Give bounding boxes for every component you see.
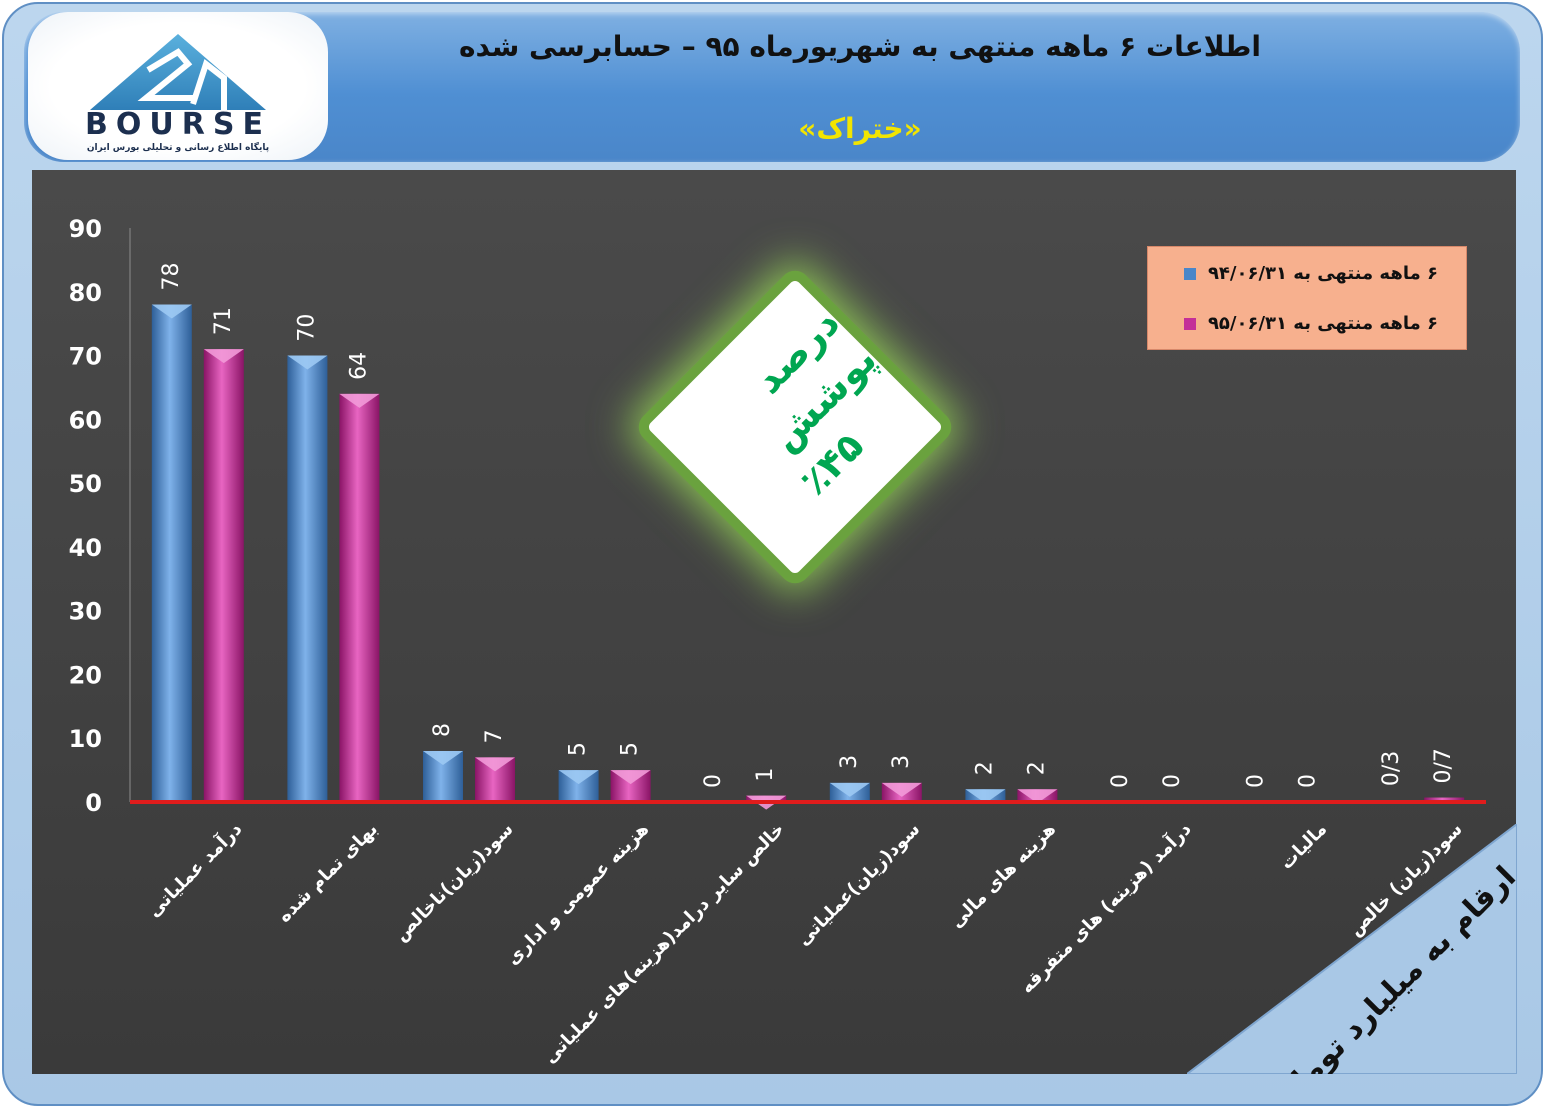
data-label-s2-3: 5: [618, 742, 643, 756]
bar-cap-s2-2: [475, 757, 515, 772]
bar-cap-s1-1: [287, 355, 328, 370]
data-label-s1-0: 78: [159, 263, 184, 291]
data-label-s1-8: 0: [1244, 774, 1269, 788]
page-title: اطلاعات ۶ ماهه منتهی به شهریورماه ۹۵ – ح…: [458, 30, 1261, 63]
y-tick-label: 30: [69, 598, 102, 626]
legend-swatch-2: [1183, 318, 1196, 330]
bar-s1-0: [151, 304, 192, 802]
data-label-s2-8: 0: [1296, 774, 1321, 788]
bar-cap-s2-0: [203, 349, 244, 364]
legend-label-2: ۶ ماهه منتهی به ۹۵/۰۶/۳۱: [1207, 313, 1438, 334]
data-label-s1-1: 70: [294, 314, 319, 342]
data-label-s1-7: 0: [1108, 774, 1133, 788]
bourse-logo: BOURSE پایگاه اطلاع رسانی و تحلیلی بورس …: [28, 12, 328, 160]
x-tick-label: هزینه های مالی: [946, 819, 1060, 933]
bar-s2-0: [203, 349, 244, 802]
data-label-s1-5: 3: [837, 755, 862, 769]
data-label-s2-4: 1: [753, 768, 778, 782]
legend-item-2: ۶ ماهه منتهی به ۹۵/۰۶/۳۱: [1183, 313, 1438, 334]
y-tick-label: 50: [69, 470, 102, 498]
data-label-s2-6: 2: [1024, 761, 1049, 775]
bar-cap-s2-5: [881, 782, 922, 797]
y-tick-label: 0: [85, 789, 102, 817]
data-label-s2-9: 0/7: [1431, 748, 1456, 783]
y-tick-label: 40: [69, 534, 102, 562]
data-label-s2-5: 3: [889, 755, 914, 769]
data-label-s2-2: 7: [482, 729, 507, 743]
logo-graphic: BOURSE پایگاه اطلاع رسانی و تحلیلی بورس …: [85, 34, 271, 153]
x-tick-label: سود(زیان)ناخالص: [391, 819, 518, 946]
logo-brand: BOURSE: [85, 107, 271, 142]
data-label-s1-9: 0/3: [1379, 751, 1404, 786]
x-tick-label: هزینه عمومی و اداری: [502, 819, 653, 970]
bar-cap-s2-3: [610, 770, 651, 785]
data-label-s2-7: 0: [1160, 774, 1185, 788]
y-tick-label: 90: [69, 215, 102, 243]
data-label-s1-3: 5: [566, 742, 591, 756]
bar-s2-1: [339, 393, 380, 802]
bar-cap-s1-3: [558, 770, 599, 785]
bar-cap-s1-5: [829, 782, 870, 797]
x-tick-label: خالص سایر درامد(هزینه)های عملیاتی: [540, 819, 789, 1068]
legend-label-1: ۶ ماهه منتهی به ۹۴/۰۶/۳۱: [1207, 263, 1438, 284]
legend-item-1: ۶ ماهه منتهی به ۹۴/۰۶/۳۱: [1183, 263, 1438, 284]
data-label-s1-6: 2: [972, 761, 997, 775]
bar-cap-s1-2: [423, 750, 463, 765]
bar-s2-9: [1424, 797, 1465, 802]
data-label-s1-4: 0: [701, 774, 726, 788]
units-corner: ارقام به میلیارد تومان: [1187, 824, 1517, 1074]
legend-swatch-1: [1183, 268, 1196, 280]
y-tick-label: 10: [69, 725, 102, 753]
x-tick-label: سود(زیان)عملیاتی: [793, 819, 924, 950]
data-label-s2-0: 71: [211, 307, 236, 335]
legend: ۶ ماهه منتهی به ۹۴/۰۶/۳۱ ۶ ماهه منتهی به…: [1147, 246, 1467, 350]
x-tick-label: درآمد عملیاتی: [142, 817, 246, 921]
x-tick-label: بهای تمام شده: [274, 819, 382, 927]
data-label-s2-1: 64: [346, 352, 371, 380]
y-tick-label: 20: [69, 661, 102, 689]
bar-cap-s2-1: [339, 393, 380, 408]
data-label-s1-2: 8: [430, 723, 455, 737]
y-tick-label: 60: [69, 406, 102, 434]
y-tick-label: 70: [69, 343, 102, 371]
bar-s1-1: [287, 355, 328, 802]
logo-tagline: پایگاه اطلاع رسانی و تحلیلی بورس ایران: [87, 141, 269, 153]
y-tick-label: 80: [69, 279, 102, 307]
bar-cap-s2-6: [1017, 789, 1058, 804]
bar-cap-s1-6: [965, 789, 1006, 804]
company-name: «ختراک»: [798, 112, 922, 145]
bar-cap-s1-0: [151, 304, 192, 319]
